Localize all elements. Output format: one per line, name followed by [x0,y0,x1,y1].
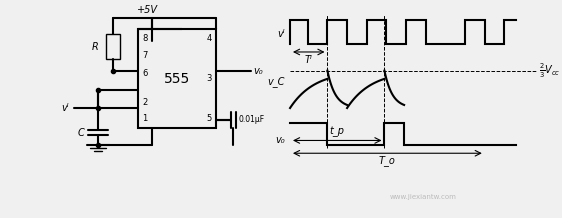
Text: v₀: v₀ [253,66,264,76]
Text: v_C: v_C [268,76,285,87]
Text: C: C [78,128,84,138]
Text: 3: 3 [206,74,211,83]
Text: v₀: v₀ [275,135,285,145]
Text: 7: 7 [143,51,148,60]
Text: 2: 2 [143,98,148,107]
Text: 555: 555 [164,72,190,85]
Text: vᴵ: vᴵ [61,103,69,113]
Text: +5V: +5V [137,5,158,15]
Text: 1: 1 [143,114,148,123]
Text: t_p: t_p [330,126,345,136]
Text: R: R [92,42,98,52]
Text: $\frac{2}{3}V_{cc}$: $\frac{2}{3}V_{cc}$ [539,61,560,80]
Bar [106,34,120,59]
Text: T_o: T_o [379,155,396,166]
Text: 4: 4 [206,34,211,43]
Text: www.jiexiantw.com: www.jiexiantw.com [389,194,456,199]
Text: 0.01μF: 0.01μF [239,115,265,124]
Text: 5: 5 [206,114,211,123]
Bar [138,29,216,128]
Text: 8: 8 [143,34,148,43]
Text: vᴵ: vᴵ [278,29,285,39]
Text: 6: 6 [143,69,148,78]
Text: Tᴵ: Tᴵ [305,55,312,65]
